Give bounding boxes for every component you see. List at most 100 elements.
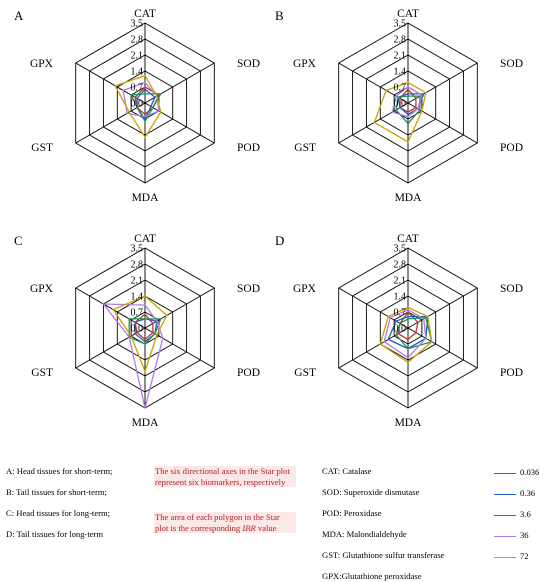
axis-spoke <box>144 102 215 144</box>
tick-label: 1.4 <box>394 67 407 78</box>
axis-spoke <box>75 62 146 104</box>
area-note-suffix: value <box>255 522 277 533</box>
panel-letter: A <box>14 8 24 23</box>
series-polygon-72 <box>112 295 168 374</box>
panel-legend-item: B: Tail tissues for short-term; <box>6 487 107 497</box>
series-polygon-36 <box>383 308 427 359</box>
tick-label: 3.5 <box>131 244 144 255</box>
series-swatch-0036 <box>494 473 516 474</box>
series-polygon-0_36 <box>136 88 156 121</box>
axis-spoke <box>75 287 146 329</box>
tick-label: 3.5 <box>131 19 144 30</box>
axis-label-gpx: GPX <box>30 58 54 70</box>
axis-label-gst: GST <box>31 142 53 154</box>
tick-label: 3.5 <box>394 19 407 30</box>
axis-label-cat: CAT <box>397 8 419 20</box>
tick-label: 2.1 <box>131 51 144 62</box>
tick-label: 0.7 <box>131 308 144 319</box>
tick-label: 0.0 <box>394 99 407 110</box>
panel-legend-item: D: Tail tissues for long-term <box>6 529 104 539</box>
panel-legend: A: Head tissues for short-term; B: Tail … <box>6 466 156 566</box>
tick-label: 0.0 <box>131 99 144 110</box>
axis-label-sod: SOD <box>237 283 260 295</box>
panel-legend-item: A: Head tissues for short-term; <box>6 466 113 476</box>
axis-label-mda: MDA <box>132 192 160 204</box>
axis-spoke <box>75 102 146 144</box>
abbreviation-item: SOD: Superoxide dismutase <box>322 487 420 497</box>
series-polygon-0_036 <box>134 86 160 116</box>
axis-spoke <box>144 287 215 329</box>
axis-label-sod: SOD <box>500 58 523 70</box>
series-label: 0.036 <box>520 467 540 477</box>
tick-label: 2.8 <box>394 260 407 271</box>
axis-label-mda: MDA <box>395 417 423 429</box>
axis-label-mda: MDA <box>395 192 423 204</box>
panel-letter: C <box>14 233 23 248</box>
axis-label-pod: POD <box>237 367 260 379</box>
series-polygon-72 <box>373 81 427 143</box>
tick-label: 2.8 <box>394 35 407 46</box>
series-polygon-3_6 <box>128 318 162 345</box>
tick-label: 0.7 <box>394 308 407 319</box>
axis-label-pod: POD <box>500 142 523 154</box>
tick-label: 2.8 <box>131 35 144 46</box>
axis-label-gst: GST <box>294 142 316 154</box>
tick-label: 2.1 <box>131 276 144 287</box>
axes-note: The six directional axes in the Star plo… <box>154 466 296 488</box>
series-polygon-3_6 <box>130 93 162 123</box>
tick-label: 2.8 <box>131 260 144 271</box>
axis-label-pod: POD <box>237 142 260 154</box>
tick-label: 3.5 <box>394 244 407 255</box>
axis-spoke <box>407 62 478 104</box>
axis-label-sod: SOD <box>500 283 523 295</box>
series-legend: 0.036 0.36 3.6 36 72 <box>490 466 550 576</box>
tick-label: 0.0 <box>394 324 407 335</box>
series-swatch-36b <box>494 536 516 537</box>
axis-label-gpx: GPX <box>293 283 317 295</box>
series-polygon-36 <box>102 303 164 409</box>
tick-label: 1.4 <box>131 292 144 303</box>
axis-label-sod: SOD <box>237 58 260 70</box>
abbreviation-item: POD: Peroxidase <box>322 508 382 518</box>
series-polygon-36 <box>391 86 423 118</box>
abbreviation-item: GST: Glutathione sulfur transferase <box>322 550 445 560</box>
axis-label-pod: POD <box>500 367 523 379</box>
tick-label: 2.1 <box>394 51 407 62</box>
abbreviation-legend: CAT: Catalase SOD: Superoxide dismutase … <box>322 466 487 581</box>
axis-spoke <box>407 327 478 369</box>
axis-label-gpx: GPX <box>30 283 54 295</box>
series-label: 0.36 <box>520 488 536 498</box>
panel-legend-item: C: Head tissues for long-term; <box>6 508 111 518</box>
abbreviation-item: CAT: Catalase <box>322 466 372 476</box>
abbreviation-item: GPX:Glutathione peroxidase <box>322 571 422 581</box>
series-polygon-0_036 <box>399 88 417 113</box>
series-swatch-36 <box>494 515 516 516</box>
axis-label-mda: MDA <box>132 417 160 429</box>
axis-label-gst: GST <box>31 367 53 379</box>
axis-spoke <box>407 287 478 329</box>
axis-spoke <box>75 327 146 369</box>
series-label: 3.6 <box>520 509 531 519</box>
series-polygon-72 <box>379 306 433 364</box>
series-swatch-036 <box>494 494 516 495</box>
tick-label: 0.7 <box>394 83 407 94</box>
series-polygon-3_6 <box>395 317 433 350</box>
tick-label: 0.7 <box>131 83 144 94</box>
axis-label-gpx: GPX <box>293 58 317 70</box>
series-swatch-72 <box>494 557 516 558</box>
axis-label-cat: CAT <box>397 233 419 245</box>
area-note-text: The area of each polygon in the Star plo… <box>155 512 280 533</box>
axis-label-gst: GST <box>294 367 316 379</box>
tick-label: 2.1 <box>394 276 407 287</box>
axis-label-cat: CAT <box>134 233 156 245</box>
panel-letter: D <box>275 233 284 248</box>
abbreviation-item: MDA: Malondialdehyde <box>322 529 407 539</box>
series-label: 36 <box>520 530 529 540</box>
series-polygon-72 <box>114 74 162 139</box>
axis-label-cat: CAT <box>134 8 156 20</box>
